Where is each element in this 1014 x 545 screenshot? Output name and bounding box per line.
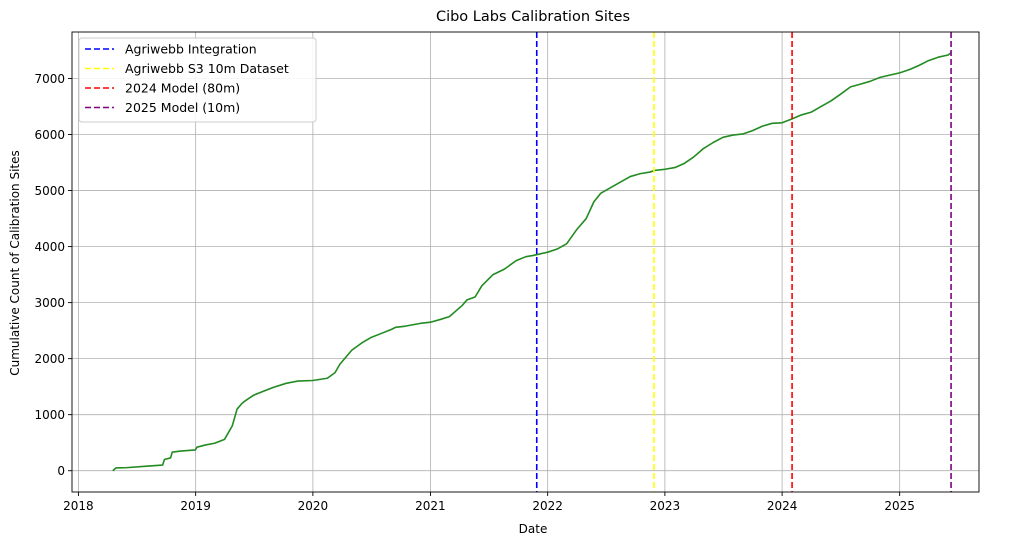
x-tick-label: 2020 [298, 499, 329, 513]
legend-label: 2025 Model (10m) [125, 100, 240, 115]
legend: Agriwebb Integration Agriwebb S3 10m Data… [78, 37, 317, 123]
legend-box [78, 37, 317, 123]
series-line-0 [112, 52, 952, 472]
plot-frame [71, 31, 980, 493]
x-tick-label: 2023 [650, 499, 681, 513]
y-tick-label: 6000 [34, 128, 65, 142]
x-axis-title: Date [519, 522, 548, 536]
x-tick-label: 2025 [884, 499, 915, 513]
x-tick-label: 2024 [767, 499, 798, 513]
chart-title: Cibo Labs Calibration Sites [436, 9, 630, 25]
y-tick-label: 1000 [34, 408, 65, 422]
x-tick-label: 2018 [63, 499, 94, 513]
x-tick-label: 2019 [180, 499, 211, 513]
y-tick-label: 5000 [34, 184, 65, 198]
y-tick-label: 3000 [34, 296, 65, 310]
y-tick-label: 7000 [34, 72, 65, 86]
legend-label: 2024 Model (80m) [125, 81, 240, 96]
legend-label: Agriwebb S3 10m Dataset [125, 61, 289, 76]
plot-area: 2018 2019 2020 2021 2022 2023 2024 2025 0 1000 200… [34, 31, 980, 513]
y-axis-title: Cumulative Count of Calibration Sites [8, 150, 22, 376]
x-tick-label: 2022 [532, 499, 563, 513]
x-tick-label: 2021 [415, 499, 446, 513]
legend-label: Agriwebb Integration [125, 42, 257, 57]
y-tick-label: 0 [57, 464, 65, 478]
y-tick-label: 2000 [34, 352, 65, 366]
y-tick-label: 4000 [34, 240, 65, 254]
